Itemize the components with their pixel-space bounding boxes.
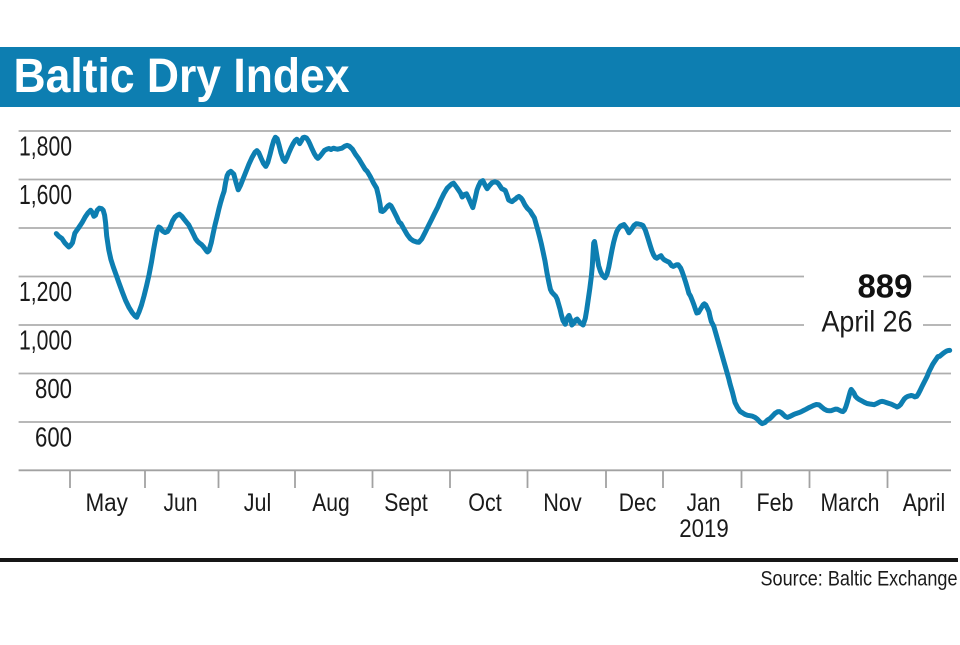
svg-text:March: March bbox=[821, 489, 880, 517]
svg-text:May: May bbox=[85, 489, 128, 517]
svg-text:889: 889 bbox=[857, 268, 912, 305]
svg-text:Sept: Sept bbox=[384, 489, 428, 517]
svg-text:800: 800 bbox=[35, 373, 72, 404]
svg-text:Jun: Jun bbox=[164, 489, 198, 517]
svg-text:April: April bbox=[903, 489, 946, 517]
svg-text:Nov: Nov bbox=[543, 489, 582, 517]
svg-text:Dec: Dec bbox=[619, 489, 657, 517]
svg-text:1,600: 1,600 bbox=[19, 179, 72, 210]
svg-text:Jan: Jan bbox=[687, 489, 721, 517]
svg-text:Baltic Dry Index: Baltic Dry Index bbox=[14, 50, 350, 103]
svg-text:600: 600 bbox=[35, 422, 72, 453]
svg-text:April 26: April 26 bbox=[822, 305, 913, 338]
svg-text:Feb: Feb bbox=[757, 489, 794, 517]
svg-text:1,800: 1,800 bbox=[19, 131, 72, 162]
svg-text:2019: 2019 bbox=[679, 515, 729, 543]
svg-text:1,200: 1,200 bbox=[19, 276, 72, 307]
svg-text:Aug: Aug bbox=[312, 489, 350, 517]
svg-text:Oct: Oct bbox=[468, 489, 502, 517]
svg-text:Source: Baltic Exchange: Source: Baltic Exchange bbox=[761, 568, 958, 591]
svg-text:1,000: 1,000 bbox=[19, 325, 72, 356]
svg-text:Jul: Jul bbox=[244, 489, 272, 517]
